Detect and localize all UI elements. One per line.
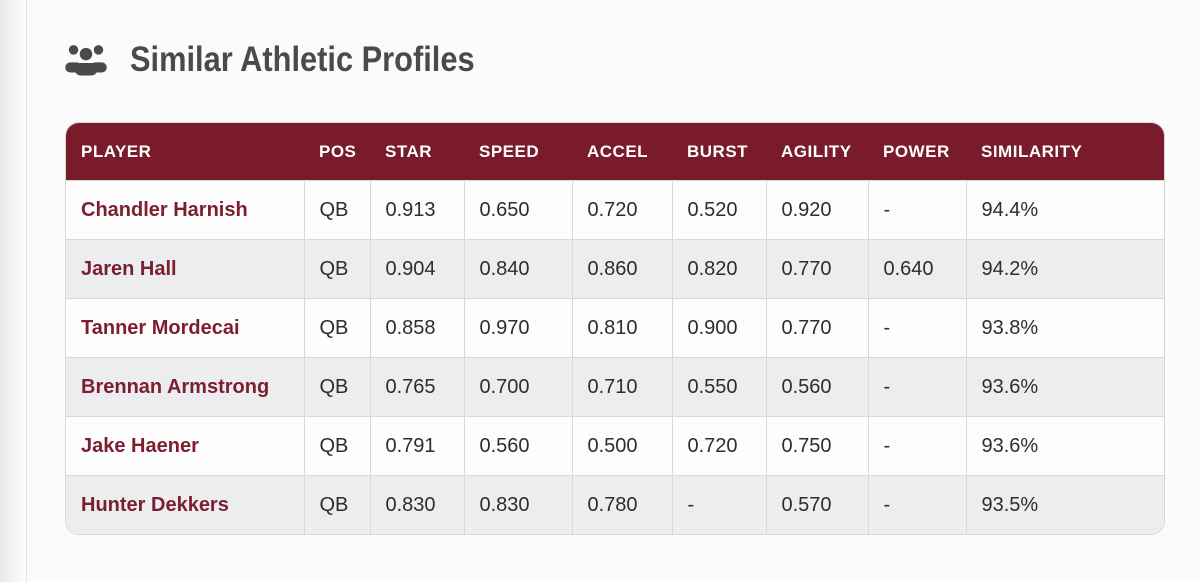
cell-star: 0.830 xyxy=(369,475,464,534)
player-row: Chandler Harnish QB 0.913 0.650 0.720 0.520 0.… xyxy=(66,180,1164,240)
column-header-star: STAR xyxy=(370,123,464,181)
cell-similarity: 93.8% xyxy=(965,298,1164,358)
cell-speed: 0.970 xyxy=(463,298,572,358)
column-header-accel: ACCEL xyxy=(572,123,672,181)
player-name-link[interactable]: Jaren Hall xyxy=(66,239,304,299)
table-header-row: PLAYER POS STAR SPEED ACCEL BURST AGILITY POWER… xyxy=(66,123,1164,181)
cell-accel: 0.780 xyxy=(571,475,672,534)
similar-profiles-table: PLAYER POS STAR SPEED ACCEL BURST AGILITY POWER… xyxy=(65,122,1165,535)
cell-burst: - xyxy=(671,475,766,534)
cell-pos: QB xyxy=(303,357,370,417)
cell-speed: 0.700 xyxy=(463,357,572,417)
cell-pos: QB xyxy=(303,475,370,534)
cell-accel: 0.500 xyxy=(571,416,672,476)
cell-speed: 0.840 xyxy=(463,239,572,299)
player-row: Tanner Mordecai QB 0.858 0.970 0.810 0.900 0.7… xyxy=(66,298,1164,358)
table-body: Chandler Harnish QB 0.913 0.650 0.720 0.520 0.… xyxy=(66,180,1164,534)
cell-star: 0.913 xyxy=(369,180,464,240)
player-row: Hunter Dekkers QB 0.830 0.830 0.780-0.570-93… xyxy=(66,475,1164,534)
cell-burst: 0.520 xyxy=(671,180,766,240)
player-row: Jake Haener QB 0.791 0.560 0.500 0.720 0.750-9… xyxy=(66,416,1164,476)
column-header-power: POWER xyxy=(868,123,966,181)
cell-agility: 0.570 xyxy=(765,475,868,534)
player-name-link[interactable]: Chandler Harnish xyxy=(66,180,304,240)
cell-accel: 0.710 xyxy=(571,357,672,417)
column-header-speed: SPEED xyxy=(464,123,572,181)
cell-power: - xyxy=(867,475,966,534)
cell-power: 0.640 xyxy=(867,239,966,299)
column-header-player: PLAYER xyxy=(66,123,304,181)
cell-similarity: 93.6% xyxy=(965,416,1164,476)
cell-accel: 0.720 xyxy=(571,180,672,240)
cell-speed: 0.830 xyxy=(463,475,572,534)
cell-star: 0.904 xyxy=(369,239,464,299)
cell-power: - xyxy=(867,416,966,476)
cell-burst: 0.900 xyxy=(671,298,766,358)
cell-star: 0.765 xyxy=(369,357,464,417)
player-name-link[interactable]: Tanner Mordecai xyxy=(66,298,304,358)
cell-star: 0.791 xyxy=(369,416,464,476)
cell-pos: QB xyxy=(303,298,370,358)
cell-pos: QB xyxy=(303,180,370,240)
cell-agility: 0.770 xyxy=(765,239,868,299)
cell-pos: QB xyxy=(303,239,370,299)
cell-agility: 0.560 xyxy=(765,357,868,417)
player-name-link[interactable]: Hunter Dekkers xyxy=(66,475,304,534)
cell-power: - xyxy=(867,357,966,417)
cell-pos: QB xyxy=(303,416,370,476)
cell-burst: 0.720 xyxy=(671,416,766,476)
cell-agility: 0.770 xyxy=(765,298,868,358)
section-header: Similar Athletic Profiles xyxy=(62,40,522,80)
cell-speed: 0.650 xyxy=(463,180,572,240)
cell-similarity: 93.5% xyxy=(965,475,1164,534)
column-header-similarity: SIMILARITY xyxy=(966,123,1164,181)
left-edge-shadow xyxy=(0,0,27,582)
cell-accel: 0.860 xyxy=(571,239,672,299)
player-name-link[interactable]: Jake Haener xyxy=(66,416,304,476)
cell-accel: 0.810 xyxy=(571,298,672,358)
cell-star: 0.858 xyxy=(369,298,464,358)
cell-agility: 0.920 xyxy=(765,180,868,240)
cell-agility: 0.750 xyxy=(765,416,868,476)
cell-similarity: 94.2% xyxy=(965,239,1164,299)
profiles-table: PLAYER POS STAR SPEED ACCEL BURST AGILITY POWER… xyxy=(66,123,1164,534)
cell-power: - xyxy=(867,298,966,358)
cell-burst: 0.550 xyxy=(671,357,766,417)
column-header-pos: POS xyxy=(304,123,370,181)
cell-similarity: 94.4% xyxy=(965,180,1164,240)
cell-similarity: 93.6% xyxy=(965,357,1164,417)
cell-burst: 0.820 xyxy=(671,239,766,299)
column-header-burst: BURST xyxy=(672,123,766,181)
users-icon xyxy=(62,41,110,79)
section-title: Similar Athletic Profiles xyxy=(130,40,475,79)
player-row: Jaren Hall QB 0.904 0.840 0.860 0.820 0.770 0.6… xyxy=(66,239,1164,299)
player-name-link[interactable]: Brennan Armstrong xyxy=(66,357,304,417)
cell-speed: 0.560 xyxy=(463,416,572,476)
column-header-agility: AGILITY xyxy=(766,123,868,181)
cell-power: - xyxy=(867,180,966,240)
player-row: Brennan Armstrong QB 0.765 0.700 0.710 0.550 0… xyxy=(66,357,1164,417)
